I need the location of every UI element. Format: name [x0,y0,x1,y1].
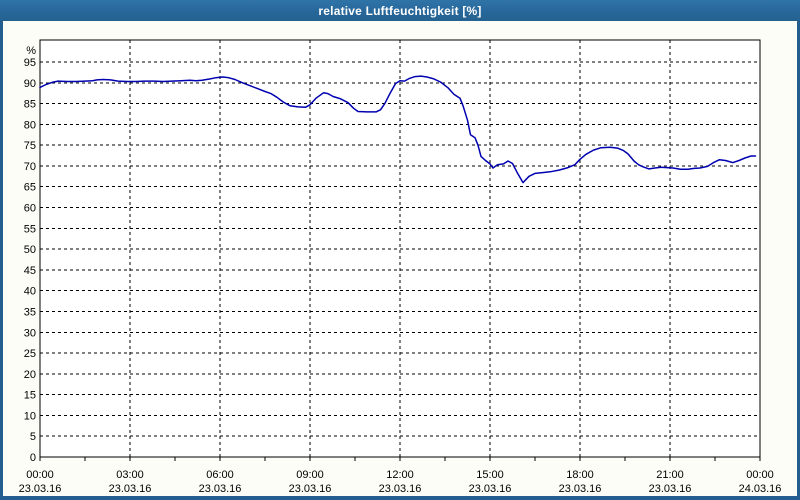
y-tick-label: 70 [24,161,36,173]
y-tick-label: 85 [24,99,36,111]
window-title: relative Luftfeuchtigkeit [%] [318,3,482,18]
window-titlebar: relative Luftfeuchtigkeit [%] [0,0,800,21]
x-tick-time-label: 12:00 [386,469,414,481]
y-tick-label: 60 [24,203,36,215]
y-tick-label: 50 [24,244,36,256]
x-tick-date-label: 24.03.16 [739,483,782,495]
humidity-series-line [39,75,757,184]
y-tick-label: 75 [24,140,36,152]
y-axis-unit-label: % [26,45,36,57]
x-tick-time-label: 00:00 [26,469,54,481]
x-tick-time-label: 09:00 [296,469,324,481]
x-tick-date-label: 23.03.16 [469,483,512,495]
y-tick-label: 30 [24,327,36,339]
y-tick-label: 35 [24,306,36,318]
x-tick-time-label: 18:00 [566,469,594,481]
y-tick-label: 55 [24,223,36,235]
y-tick-label: 25 [24,348,36,360]
y-tick-label: 45 [24,265,36,277]
plot-area [40,40,760,457]
y-axis-labels: 0 5 10 15 20 25 30 35 40 45 50 55 60 65 70 75 80 85 90 95% [24,45,36,464]
y-tick-label: 5 [30,431,36,443]
chart-content: 0 5 10 15 20 25 30 35 40 45 50 55 60 65 70 75 80 85 90 95% 0… [3,21,797,496]
x-tick-date-label: 23.03.16 [199,483,242,495]
x-tick-date-label: 23.03.16 [559,483,602,495]
x-axis-labels: 00:00 23.03.16 03:00 23.03.16 06:00 23.03.16 0… [19,469,782,495]
y-tick-label: 15 [24,390,36,402]
y-tick-label: 10 [24,410,36,422]
x-tick-date-label: 23.03.16 [19,483,62,495]
x-tick-time-label: 00:00 [746,469,774,481]
humidity-line-chart: 05101520253035404550556065707580859095%0… [19,39,782,495]
y-tick-label: 0 [30,452,36,464]
y-tick-label: 40 [24,286,36,298]
x-tick-date-label: 23.03.16 [379,483,422,495]
x-tick-time-label: 03:00 [116,469,144,481]
y-tick-label: 65 [24,182,36,194]
x-axis-ticks [39,457,761,461]
y-tick-label: 90 [24,78,36,90]
x-tick-time-label: 15:00 [476,469,504,481]
y-tick-label: 95 [24,57,36,69]
x-tick-date-label: 23.03.16 [289,483,332,495]
y-tick-label: 80 [24,119,36,131]
x-tick-time-label: 21:00 [656,469,684,481]
x-tick-date-label: 23.03.16 [649,483,692,495]
x-tick-time-label: 06:00 [206,469,234,481]
x-tick-date-label: 23.03.16 [109,483,152,495]
y-tick-label: 20 [24,369,36,381]
